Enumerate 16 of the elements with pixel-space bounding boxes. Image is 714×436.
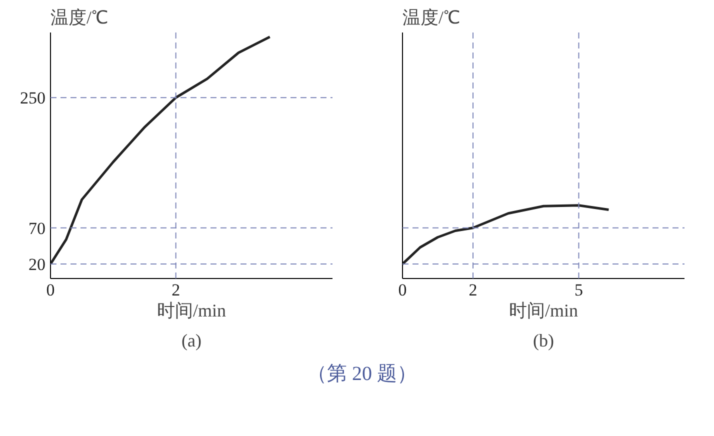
x-tick-label: 5 — [574, 280, 583, 300]
y-tick-label: 70 — [28, 218, 46, 238]
x-tick-label: 0 — [46, 280, 55, 300]
x-tick-label: 2 — [468, 280, 478, 300]
y-axis-title: 温度/℃ — [402, 8, 461, 28]
x-tick-label: 0 — [398, 280, 407, 300]
x-tick-label: 2 — [172, 280, 180, 300]
text: （第 20 题） — [307, 362, 417, 387]
x-axis-title: 时间/min — [157, 300, 226, 320]
x-axis-title: 时间/min — [509, 300, 578, 320]
line-series — [50, 36, 272, 266]
y-tick-label: 20 — [28, 255, 46, 274]
text: (a) — [182, 330, 202, 350]
y-tick-label: 250 — [20, 88, 46, 108]
y-axis-title: 温度/℃ — [50, 8, 109, 28]
text: (b) — [533, 330, 554, 350]
